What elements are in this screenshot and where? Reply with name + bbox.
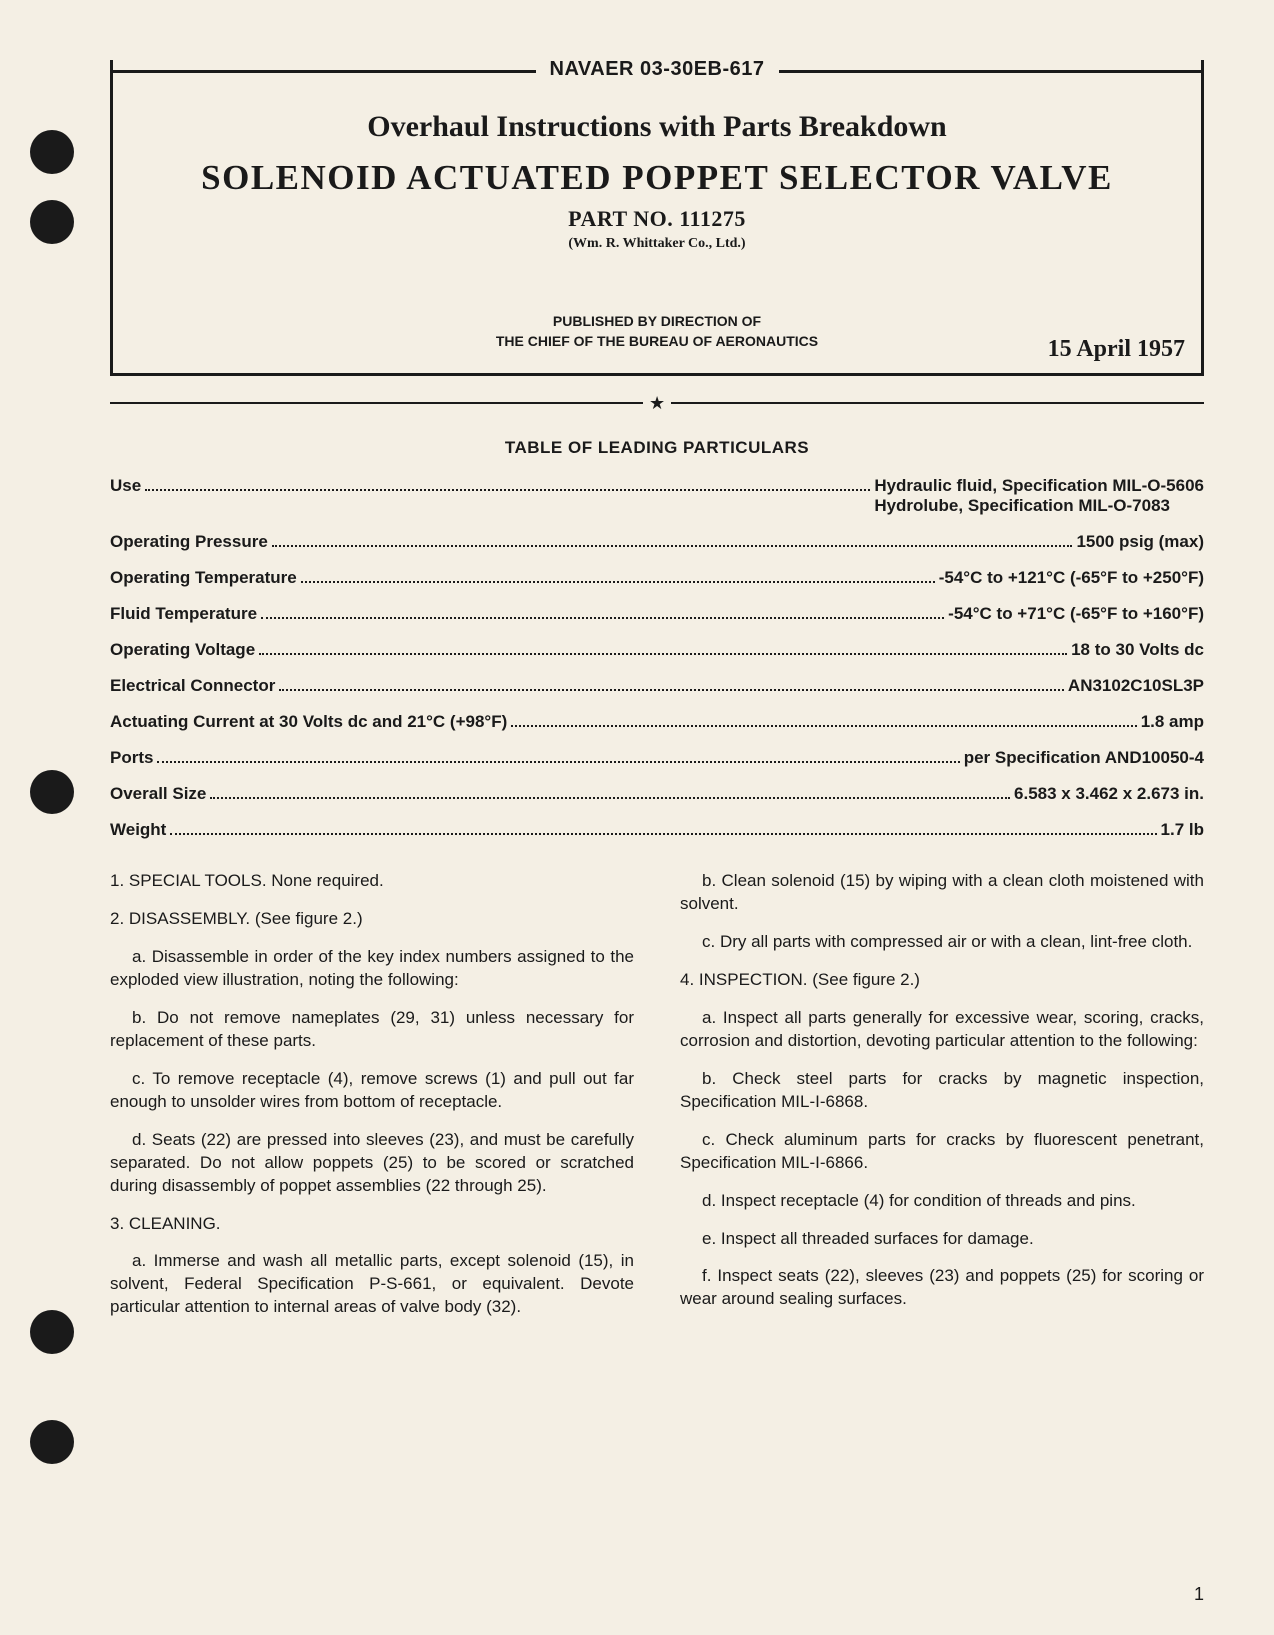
section-heading: 4. INSPECTION. (See figure 2.) [680,969,1204,992]
publisher-line: THE CHIEF OF THE BUREAU OF AERONAUTICS [143,332,1171,352]
document-subtitle: Overhaul Instructions with Parts Breakdo… [143,110,1171,144]
body-text: 1. SPECIAL TOOLS. None required. 2. DISA… [110,870,1204,1330]
particular-label: Fluid Temperature [110,604,257,624]
particular-row: Ports per Specification AND10050-4 [110,748,1204,768]
document-title: SOLENOID ACTUATED POPPET SELECTOR VALVE [143,158,1171,198]
body-paragraph: c. Check aluminum parts for cracks by fl… [680,1129,1204,1175]
issue-date: 15 April 1957 [1048,336,1185,363]
particular-label: Overall Size [110,784,206,804]
particulars-heading: TABLE OF LEADING PARTICULARS [110,438,1204,458]
particular-value: 1.8 amp [1141,712,1204,732]
particular-label: Actuating Current at 30 Volts dc and 21°… [110,712,507,732]
company-name: (Wm. R. Whittaker Co., Ltd.) [143,236,1171,252]
particular-label: Use [110,476,141,496]
body-paragraph: b. Clean solenoid (15) by wiping with a … [680,870,1204,916]
particular-row: Electrical Connector AN3102C10SL3P [110,676,1204,696]
section-divider: ★ [110,394,1204,412]
body-paragraph: a. Inspect all parts generally for exces… [680,1007,1204,1053]
body-paragraph: a. Disassemble in order of the key index… [110,946,634,992]
particulars-table: Use Hydraulic fluid, Specification MIL-O… [110,476,1204,840]
section-heading: 1. SPECIAL TOOLS. None required. [110,870,634,893]
section-heading: 3. CLEANING. [110,1213,634,1236]
particular-value: -54°C to +71°C (-65°F to +160°F) [948,604,1204,624]
body-paragraph: b. Check steel parts for cracks by magne… [680,1068,1204,1114]
particular-row: Operating Pressure 1500 psig (max) [110,532,1204,552]
particular-value: per Specification AND10050-4 [964,748,1204,768]
body-paragraph: c. Dry all parts with compressed air or … [680,931,1204,954]
section-heading: 2. DISASSEMBLY. (See figure 2.) [110,908,634,931]
punch-hole [30,130,74,174]
particular-value: 1.7 lb [1161,820,1204,840]
particular-value: AN3102C10SL3P [1068,676,1204,696]
body-paragraph: d. Seats (22) are pressed into sleeves (… [110,1129,634,1198]
punch-hole [30,200,74,244]
particular-row: Actuating Current at 30 Volts dc and 21°… [110,712,1204,732]
particular-row: Operating Voltage 18 to 30 Volts dc [110,640,1204,660]
body-paragraph: d. Inspect receptacle (4) for condition … [680,1190,1204,1213]
punch-hole [30,770,74,814]
body-paragraph: f. Inspect seats (22), sleeves (23) and … [680,1265,1204,1311]
particular-value: -54°C to +121°C (-65°F to +250°F) [939,568,1204,588]
punch-hole [30,1310,74,1354]
body-paragraph: e. Inspect all threaded surfaces for dam… [680,1228,1204,1251]
particular-value: Hydraulic fluid, Specification MIL-O-560… [874,476,1204,516]
title-box: NAVAER 03-30EB-617 Overhaul Instructions… [110,60,1204,376]
particular-row: Overall Size 6.583 x 3.462 x 2.673 in. [110,784,1204,804]
particular-row: Use Hydraulic fluid, Specification MIL-O… [110,476,1204,516]
particular-value: 1500 psig (max) [1076,532,1204,552]
body-paragraph: b. Do not remove nameplates (29, 31) unl… [110,1007,634,1053]
particular-label: Ports [110,748,153,768]
body-paragraph: a. Immerse and wash all metallic parts, … [110,1250,634,1319]
punch-hole [30,1420,74,1464]
particular-row: Weight 1.7 lb [110,820,1204,840]
particular-row: Fluid Temperature -54°C to +71°C (-65°F … [110,604,1204,624]
document-number: NAVAER 03-30EB-617 [536,58,779,81]
particular-label: Weight [110,820,166,840]
part-number: PART NO. 111275 [143,206,1171,232]
particular-row: Operating Temperature -54°C to +121°C (-… [110,568,1204,588]
particular-label: Operating Voltage [110,640,255,660]
particular-value: 6.583 x 3.462 x 2.673 in. [1014,784,1204,804]
particular-value: 18 to 30 Volts dc [1071,640,1204,660]
body-paragraph: c. To remove receptacle (4), remove scre… [110,1068,634,1114]
particular-label: Operating Temperature [110,568,297,588]
publisher-line: PUBLISHED BY DIRECTION OF [143,312,1171,332]
particular-label: Electrical Connector [110,676,275,696]
particular-label: Operating Pressure [110,532,268,552]
page-number: 1 [1194,1584,1204,1605]
